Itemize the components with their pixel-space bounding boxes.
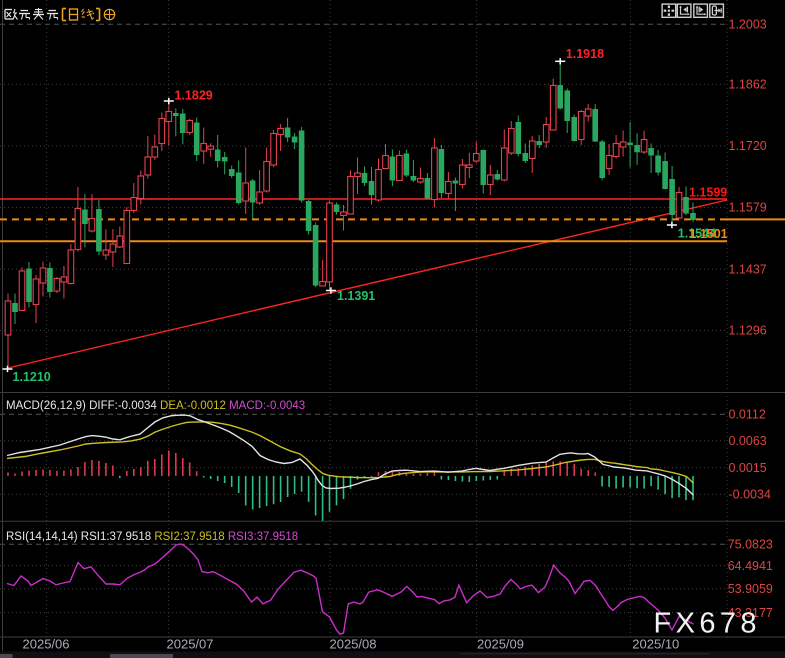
svg-text:2025/07: 2025/07 <box>167 637 214 652</box>
svg-text:75.0823: 75.0823 <box>728 537 773 551</box>
svg-text:2025/06: 2025/06 <box>23 637 70 652</box>
svg-text:1.1544: 1.1544 <box>678 226 716 240</box>
svg-text:MACD(26,12,9) DIFF:-0.0034 DEA: MACD(26,12,9) DIFF:-0.0034 DEA:-0.0012 M… <box>6 400 305 412</box>
svg-text:2025/10: 2025/10 <box>632 637 679 652</box>
svg-text:1.1501: 1.1501 <box>689 227 727 241</box>
svg-text:1.1599: 1.1599 <box>689 185 727 199</box>
svg-text:1.1829: 1.1829 <box>175 89 213 103</box>
svg-text:1.1720: 1.1720 <box>729 139 767 153</box>
svg-text:-0.0034: -0.0034 <box>729 488 771 502</box>
svg-text:1.2003: 1.2003 <box>729 17 767 31</box>
svg-text:0.0063: 0.0063 <box>729 434 767 448</box>
svg-text:RSI(14,14,14) RSI1:37.9518 RSI: RSI(14,14,14) RSI1:37.9518 RSI2:37.9518 … <box>6 531 298 543</box>
svg-text:53.9059: 53.9059 <box>728 582 773 596</box>
svg-text:43.3177: 43.3177 <box>728 606 773 620</box>
svg-text:1.1437: 1.1437 <box>729 262 767 276</box>
svg-text:2025/09: 2025/09 <box>477 637 524 652</box>
svg-text:1.1296: 1.1296 <box>729 324 767 338</box>
svg-text:2025/08: 2025/08 <box>330 637 377 652</box>
svg-text:0.0015: 0.0015 <box>729 461 767 475</box>
svg-text:1.1918: 1.1918 <box>566 47 604 61</box>
svg-text:64.4941: 64.4941 <box>728 559 773 573</box>
svg-text:1.1391: 1.1391 <box>337 289 375 303</box>
svg-text:FX678: FX678 <box>654 608 761 640</box>
svg-text:1.1862: 1.1862 <box>729 78 767 92</box>
svg-text:1.1579: 1.1579 <box>729 201 767 215</box>
svg-text:1.1210: 1.1210 <box>13 370 51 384</box>
svg-text:0.0112: 0.0112 <box>729 407 766 421</box>
